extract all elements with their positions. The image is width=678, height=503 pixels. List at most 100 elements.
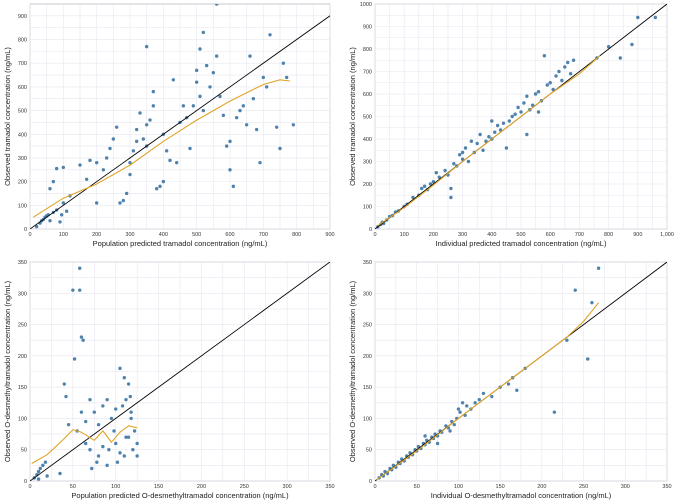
y-tick-label: 50 [21, 448, 27, 454]
data-point [101, 444, 105, 449]
data-point [548, 81, 552, 85]
data-point [115, 460, 120, 464]
data-point [515, 388, 519, 392]
data-point [422, 184, 427, 188]
y-tick-label: 150 [363, 385, 372, 391]
data-point [181, 104, 186, 108]
data-point [128, 172, 132, 177]
data-point [552, 410, 557, 414]
y-tick-label: 250 [363, 323, 372, 329]
data-point [94, 160, 99, 165]
data-point [224, 144, 229, 148]
data-point [118, 366, 122, 371]
data-point [121, 198, 126, 203]
x-tick-label: 400 [487, 232, 496, 238]
x-tick-label: 250 [240, 484, 249, 490]
y-axis-label: Observed O-desmethyltramadol concentrati… [348, 280, 357, 462]
data-point [590, 300, 594, 305]
data-point [463, 146, 468, 150]
data-point [131, 149, 136, 153]
data-point [563, 65, 567, 69]
data-point [452, 162, 456, 166]
data-point [434, 171, 439, 175]
x-tick-label: 250 [579, 484, 588, 490]
x-tick-label: 200 [197, 484, 206, 490]
data-point [504, 146, 509, 150]
data-point [194, 80, 199, 84]
x-axis-label: Individual O-desmethyltramadol concentra… [431, 491, 612, 500]
y-tick-label: 900 [18, 14, 27, 20]
data-point [565, 338, 569, 342]
data-point [560, 78, 564, 83]
chart-panel-population-tramadol: 0 100 200 300 400 500 600 700 800 900 0 100 200 300 40… [3, 0, 335, 248]
data-point [261, 75, 266, 80]
y-tick-label: 350 [363, 260, 372, 266]
x-tick-label: 350 [325, 484, 334, 490]
data-point [107, 448, 111, 452]
data-point [38, 466, 42, 471]
data-point [61, 165, 66, 170]
plot-content [30, 262, 330, 481]
data-point [71, 288, 75, 292]
y-tick-label: 50 [366, 448, 372, 454]
data-point [566, 60, 570, 65]
data-point [452, 422, 456, 427]
y-tick-label: 600 [363, 92, 372, 98]
data-point [34, 224, 39, 229]
data-point [501, 121, 506, 125]
data-point [477, 397, 481, 402]
y-tick-label: 300 [18, 156, 27, 162]
data-point [194, 68, 199, 73]
data-point [495, 123, 500, 128]
chart-panel-population-odesmethyltramadol: 0 50 100 150 200 250 300 350 0 50 100 150 200 250 300 3… [3, 260, 335, 500]
data-point [522, 101, 526, 105]
data-point [251, 97, 256, 101]
data-point [449, 195, 453, 200]
data-point [218, 94, 222, 99]
data-point [551, 87, 555, 92]
x-tick-label: 200 [92, 232, 101, 238]
data-point [448, 429, 452, 433]
data-point [129, 410, 133, 414]
data-point [109, 416, 114, 421]
data-point [231, 184, 236, 189]
smooth-trend-line [33, 79, 291, 218]
data-point [586, 357, 590, 361]
x-tick-label: 900 [633, 232, 642, 238]
data-point [164, 149, 169, 153]
x-tick-label: 100 [400, 232, 409, 238]
data-point [84, 177, 89, 181]
data-point [128, 160, 132, 165]
y-tick-label: 300 [363, 160, 372, 166]
data-point [568, 72, 573, 76]
x-tick-label: 700 [575, 232, 584, 238]
data-point [81, 338, 85, 342]
data-point [144, 44, 149, 49]
data-point [484, 139, 488, 143]
data-point [238, 108, 242, 113]
data-point [188, 146, 192, 151]
x-tick-label: 300 [283, 484, 292, 490]
chart-panel-individual-odesmethyltramadol: 0 50 100 150 200 250 300 350 0 50 100 150 200 250 300 3… [348, 260, 672, 500]
data-point [51, 179, 56, 184]
y-tick-label: 700 [18, 61, 27, 67]
data-point [530, 103, 535, 107]
data-point [90, 466, 94, 471]
data-point [58, 220, 62, 224]
data-point [129, 416, 133, 421]
data-point [248, 0, 251, 3]
x-tick-label: 100 [59, 232, 68, 238]
data-point [134, 127, 139, 132]
data-point [174, 160, 179, 165]
data-point [78, 163, 82, 167]
y-axis-label: Observed tramadol concentration (ng/mL) [348, 47, 357, 186]
y-tick-label: 800 [18, 38, 27, 44]
x-tick-label: 500 [192, 232, 201, 238]
data-point [128, 394, 132, 399]
data-point [168, 158, 172, 163]
data-point [264, 85, 269, 89]
data-point [114, 407, 118, 411]
y-tick-label: 0 [369, 227, 372, 233]
data-point [653, 15, 658, 20]
data-point [88, 397, 92, 402]
